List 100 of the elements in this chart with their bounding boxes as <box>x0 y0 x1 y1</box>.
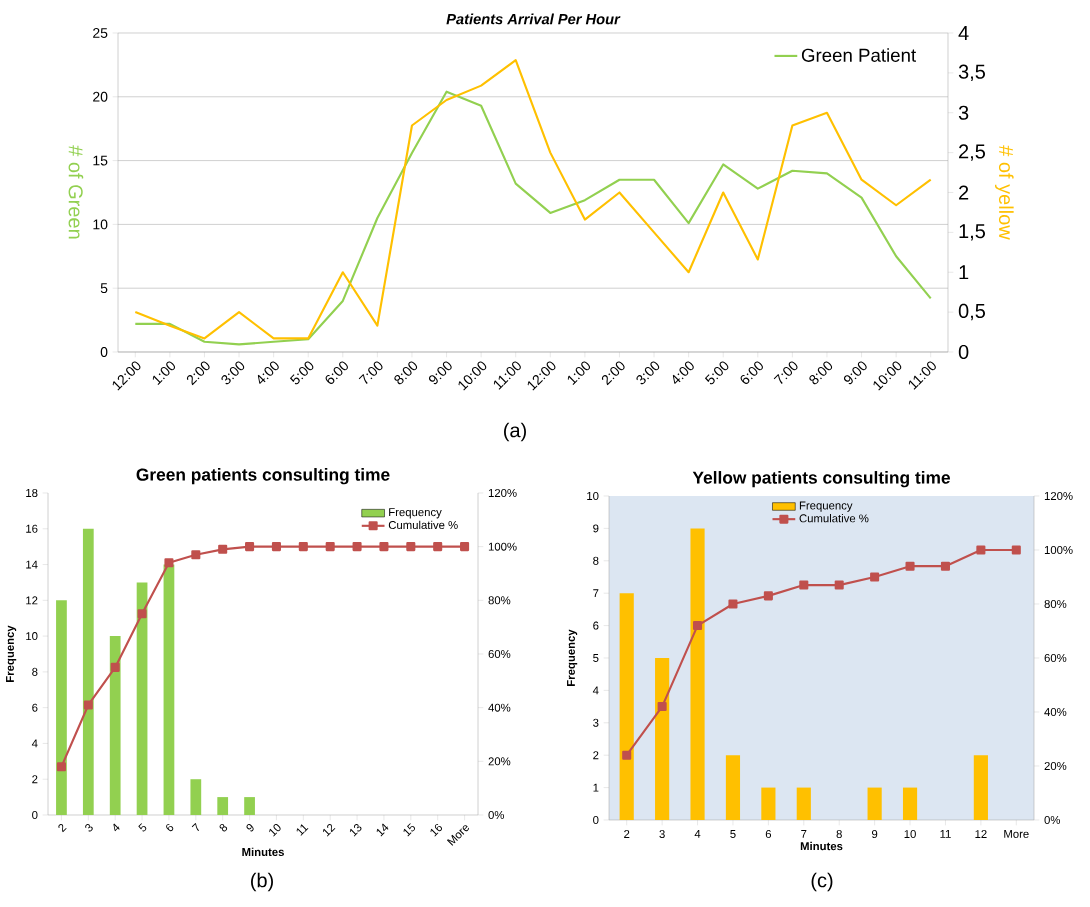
point <box>657 702 667 712</box>
x-tick-label: 8 <box>219 823 228 832</box>
x-tick-label: 16 <box>430 823 443 837</box>
point <box>433 542 443 552</box>
x-tick-label: 7 <box>801 830 807 838</box>
y2-tick-label: 0 <box>958 344 969 360</box>
y2-tick-label: 120% <box>488 488 517 497</box>
point <box>56 762 66 772</box>
bar <box>690 528 705 820</box>
y2-tick-label: 100% <box>488 542 517 551</box>
x-tick-label: 5 <box>138 823 147 832</box>
y2-tick-label: 1,5 <box>959 224 986 241</box>
point <box>870 572 880 582</box>
point <box>622 750 632 760</box>
bar <box>761 787 776 820</box>
x-tick-label: 3 <box>659 830 665 839</box>
point <box>137 609 147 619</box>
y2-tick-label: 120% <box>1044 491 1073 500</box>
y2-tick-label: 20% <box>1044 761 1067 770</box>
y-tick-label: 1 <box>593 783 599 792</box>
x-tick-label: 6 <box>166 823 174 832</box>
y-tick-label: 20 <box>93 91 108 102</box>
bar <box>217 797 229 815</box>
point <box>298 542 308 552</box>
x-tick-label: 6:00 <box>740 361 763 384</box>
point <box>763 591 773 601</box>
legend-label: Frequency <box>389 508 442 519</box>
y-tick-label: 6 <box>593 621 599 630</box>
y2-tick-label: 40% <box>1044 707 1067 716</box>
y-tick-label: 2 <box>32 775 38 784</box>
chart-title: Patients Arrival Per Hour <box>446 13 621 25</box>
bar <box>56 600 67 815</box>
x-tick-label: 12 <box>323 823 336 837</box>
point <box>218 544 228 554</box>
point <box>164 558 174 568</box>
y-axis-title: Frequency <box>6 625 17 682</box>
y2-tick-label: 0% <box>1044 815 1061 824</box>
point <box>940 561 950 571</box>
x-tick-label: 4 <box>113 823 120 832</box>
x-tick-label: 2 <box>58 823 67 833</box>
x-axis-title: Minutes <box>800 841 843 851</box>
y-tick-label: 4 <box>31 739 38 748</box>
x-tick-label: 4 <box>694 830 701 838</box>
y-tick-label: 0 <box>593 815 599 824</box>
point <box>110 662 120 672</box>
point <box>406 542 416 552</box>
bar <box>725 755 741 820</box>
point <box>728 599 738 609</box>
y-tick-label: 18 <box>26 488 38 497</box>
bar <box>82 528 94 815</box>
legend-label: Green Patient <box>801 48 917 62</box>
point <box>325 542 335 552</box>
point <box>799 580 809 590</box>
x-tick-label: 7:00 <box>773 361 798 385</box>
y-axis-title: Frequency <box>567 629 578 686</box>
chart-title: Yellow patients consulting time <box>692 471 950 488</box>
bar <box>796 787 811 820</box>
bar <box>655 657 670 820</box>
y-tick-label: 12 <box>26 596 38 605</box>
y2-tick-label: 100% <box>1044 545 1073 554</box>
y2-tick-label: 80% <box>1044 599 1067 608</box>
text: (a) <box>504 422 526 442</box>
point <box>352 542 362 552</box>
y-tick-label: 15 <box>93 155 108 166</box>
x-tick-label: 3 <box>85 823 93 832</box>
y-tick-label: 10 <box>26 632 38 641</box>
y2-tick-label: 80% <box>488 596 511 605</box>
y2-tick-label: 1 <box>959 265 969 280</box>
y-tick-label: 9 <box>593 524 599 533</box>
x-axis-title: Minutes <box>242 847 284 857</box>
chart-title: Green patients consulting time <box>136 468 390 485</box>
x-tick-label: 7:00 <box>358 361 383 385</box>
y2-axis-title: # of yellow <box>995 145 1014 240</box>
bar <box>619 593 634 820</box>
legend-label: Cumulative % <box>388 520 458 530</box>
bar <box>244 797 255 815</box>
bar <box>902 787 918 820</box>
point <box>460 542 470 552</box>
x-tick-label: 12 <box>975 830 987 838</box>
y2-tick-label: 3 <box>958 105 969 120</box>
y2-tick-label: 60% <box>488 649 511 658</box>
point <box>191 550 201 560</box>
y-tick-label: 2 <box>593 751 599 760</box>
point <box>693 621 703 631</box>
x-tick-label: 7 <box>191 822 200 832</box>
x-tick-label: 11 <box>296 824 309 836</box>
x-tick-label: 5 <box>730 830 736 838</box>
y-tick-label: 5 <box>593 654 599 662</box>
y2-tick-label: 0,5 <box>958 303 986 321</box>
x-tick-label: 9 <box>872 830 878 839</box>
x-tick-label: 10 <box>269 824 281 837</box>
y-tick-label: 0 <box>100 347 108 357</box>
y-tick-label: 14 <box>26 560 38 569</box>
y2-tick-label: 20% <box>488 757 511 766</box>
y-tick-label: 10 <box>587 491 599 500</box>
y2-tick-label: 2,5 <box>959 144 986 161</box>
y2-tick-label: 4 <box>958 26 969 40</box>
x-tick-label: 6 <box>765 830 772 839</box>
x-tick-label: 11 <box>940 830 951 838</box>
y-tick-label: 10 <box>93 219 108 230</box>
